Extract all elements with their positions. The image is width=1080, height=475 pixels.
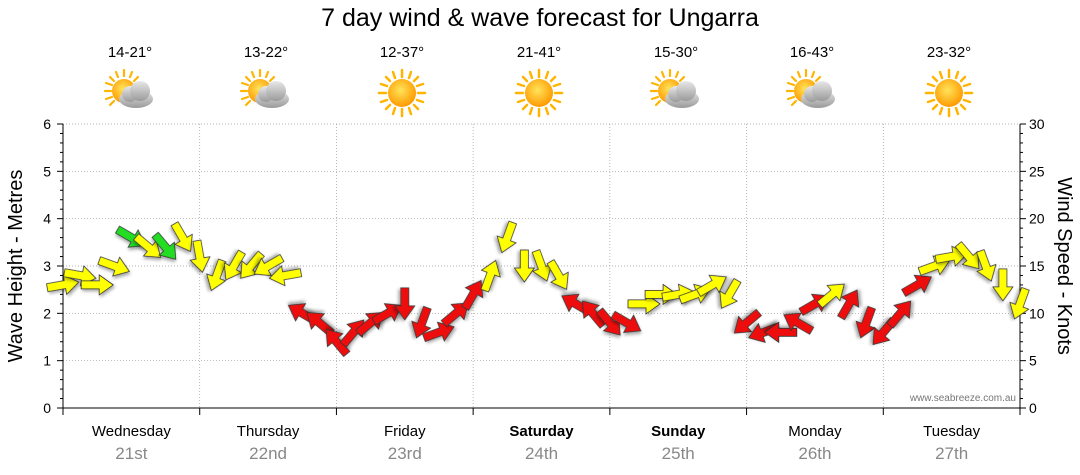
wind-arrow xyxy=(719,277,742,309)
wind-arrow xyxy=(133,233,162,258)
day-label: Thursday xyxy=(237,423,300,440)
left-axis-title: Wave Height - Metres xyxy=(5,170,27,363)
weather-day-1: 13-22° xyxy=(206,44,326,119)
temperature-range: 12-37° xyxy=(379,44,425,61)
weather-day-6: 23-32° xyxy=(889,44,1009,119)
right-axis-title: Wind Speed - Knots xyxy=(1053,177,1075,355)
date-label: 27th xyxy=(935,444,968,463)
left-tick-label: 6 xyxy=(43,116,51,132)
left-tick-label: 0 xyxy=(43,400,51,416)
right-tick-label: 25 xyxy=(1029,163,1045,179)
date-label: 23rd xyxy=(388,444,422,463)
wind-arrow xyxy=(440,302,469,328)
temperature-range: 23-32° xyxy=(926,44,972,61)
wind-arrow xyxy=(783,312,815,335)
wind-arrow xyxy=(733,308,762,334)
wind-arrow xyxy=(695,274,727,297)
wind-arrow xyxy=(595,307,621,336)
wind-arrow xyxy=(206,258,227,292)
weather-day-0: 14-21° xyxy=(70,44,190,119)
wind-arrow xyxy=(816,283,845,309)
date-label: 25th xyxy=(662,444,695,463)
wind-arrow xyxy=(976,249,997,282)
wind-arrow xyxy=(371,303,403,326)
right-tick-label: 5 xyxy=(1029,353,1037,369)
wind-arrow xyxy=(610,310,642,333)
wind-arrow xyxy=(411,305,432,339)
wind-arrow xyxy=(901,274,932,297)
wind-arrow xyxy=(531,249,553,282)
wind-arrow xyxy=(764,321,798,344)
wind-arrow xyxy=(268,265,303,287)
wind-arrow xyxy=(253,253,285,277)
right-tick-label: 20 xyxy=(1029,211,1045,227)
date-label: 24th xyxy=(525,444,558,463)
temperature-range: 14-21° xyxy=(107,44,153,61)
left-axis-ticks: 0 1 2 3 4 5 6 xyxy=(43,116,63,416)
wind-arrow xyxy=(240,250,265,279)
left-tick-label: 3 xyxy=(43,258,51,274)
wind-arrow xyxy=(513,249,536,283)
wind-arrow xyxy=(170,221,193,253)
wind-arrow xyxy=(394,287,416,321)
left-tick-label: 5 xyxy=(43,163,51,179)
right-tick-label: 30 xyxy=(1029,116,1045,132)
wind-arrow xyxy=(480,259,501,293)
chart-title: 7 day wind & wave forecast for Ungarra xyxy=(321,4,759,32)
left-tick-label: 4 xyxy=(43,211,51,227)
day-label: Friday xyxy=(384,423,426,440)
wind-arrow xyxy=(223,249,246,281)
wind-arrow xyxy=(325,328,351,358)
day-label: Wednesday xyxy=(92,423,171,440)
weather-day-5: 16-43° xyxy=(752,44,872,119)
date-label: 26th xyxy=(798,444,831,463)
wind-arrow xyxy=(1009,286,1030,320)
right-tick-label: 15 xyxy=(1029,258,1045,274)
wind-arrow xyxy=(886,300,912,329)
wind-arrow xyxy=(837,289,860,321)
date-label: 22nd xyxy=(249,444,287,463)
wind-arrow xyxy=(151,231,177,260)
weather-day-3: 21-41° xyxy=(479,44,599,119)
weather-day-2: 12-37° xyxy=(342,44,462,119)
left-tick-label: 2 xyxy=(43,305,51,321)
temperature-range: 15-30° xyxy=(653,44,699,61)
wind-arrow xyxy=(546,259,569,290)
wind-arrow xyxy=(627,293,661,315)
day-label: Sunday xyxy=(651,423,706,440)
wind-arrow xyxy=(189,239,211,273)
day-label: Tuesday xyxy=(923,423,980,440)
right-tick-label: 10 xyxy=(1029,305,1045,321)
wind-arrow xyxy=(855,305,876,339)
left-tick-label: 1 xyxy=(43,353,51,369)
wind-arrow xyxy=(992,268,1014,302)
wind-arrow xyxy=(97,256,130,277)
right-tick-label: 0 xyxy=(1029,400,1037,416)
temperature-range: 21-41° xyxy=(516,44,562,61)
right-axis-ticks: 0 5 10 15 20 25 30 xyxy=(1020,116,1045,416)
wind-arrow xyxy=(80,274,114,296)
day-labels: Wednesday 21st Thursday 22nd Friday 23rd Satur… xyxy=(62,408,1021,463)
wind-arrow xyxy=(422,321,455,343)
weather-day-4: 15-30° xyxy=(616,44,736,119)
day-label: Saturday xyxy=(509,423,574,440)
wind-arrows xyxy=(46,220,1030,358)
temperature-range: 13-22° xyxy=(243,44,289,61)
wind-arrow xyxy=(46,274,80,296)
date-label: 21st xyxy=(115,444,147,463)
wind-arrow xyxy=(496,220,518,254)
temperature-range: 16-43° xyxy=(789,44,835,61)
wind-arrow xyxy=(954,241,980,270)
day-label: Monday xyxy=(788,423,842,440)
watermark: www.seabreeze.com.au xyxy=(909,393,1016,404)
